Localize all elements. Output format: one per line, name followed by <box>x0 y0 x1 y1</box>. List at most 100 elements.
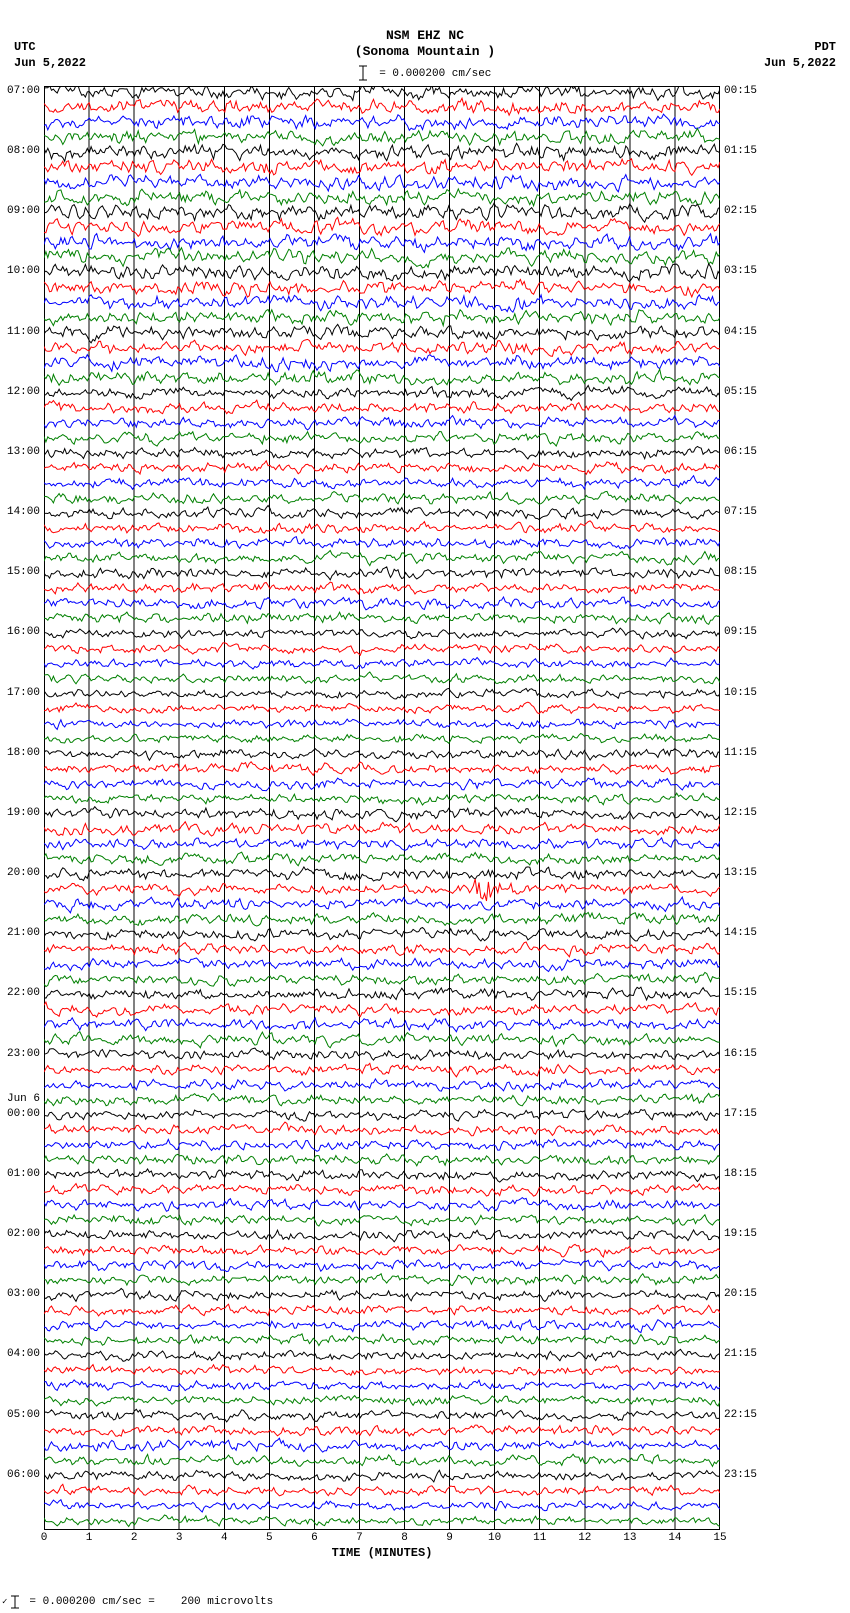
seismic-trace <box>44 1184 720 1197</box>
seismic-trace <box>44 1484 720 1496</box>
seismic-trace <box>44 1500 720 1512</box>
utc-hour-label: 06:00 <box>7 1469 44 1481</box>
seismic-trace <box>44 143 720 161</box>
utc-hour-label: 23:00 <box>7 1048 44 1060</box>
seismic-trace <box>44 612 720 624</box>
seismic-trace <box>44 1244 720 1257</box>
seismic-trace <box>44 280 720 298</box>
pdt-date: Jun 5,2022 <box>764 56 836 72</box>
x-tick-label: 0 <box>41 1532 48 1544</box>
pdt-hour-label: 22:15 <box>720 1409 757 1421</box>
footer-text2: 200 microvolts <box>181 1596 273 1608</box>
seismic-trace <box>44 1032 720 1048</box>
utc-header: UTC Jun 5,2022 <box>14 40 86 71</box>
pdt-hour-label: 03:15 <box>720 265 757 277</box>
pdt-hour-label: 04:15 <box>720 326 757 338</box>
x-tick-label: 6 <box>311 1532 318 1544</box>
x-tick-label: 5 <box>266 1532 273 1544</box>
utc-hour-label: 00:00 <box>7 1108 44 1120</box>
seismic-trace <box>44 807 720 822</box>
utc-hour-label: 19:00 <box>7 807 44 819</box>
pdt-header: PDT Jun 5,2022 <box>764 40 836 71</box>
utc-hour-label: 13:00 <box>7 446 44 458</box>
seismic-trace <box>44 719 720 729</box>
utc-date: Jun 5,2022 <box>14 56 86 72</box>
tick-icon: ✓ <box>2 1597 7 1607</box>
seismic-trace <box>44 987 720 1000</box>
seismic-trace <box>44 551 720 566</box>
seismic-trace <box>44 98 720 115</box>
seismic-trace <box>44 1320 720 1333</box>
station-name: (Sonoma Mountain ) <box>0 44 850 60</box>
seismic-trace <box>44 879 720 901</box>
pdt-hour-label: 15:15 <box>720 987 757 999</box>
seismic-trace <box>44 521 720 534</box>
pdt-hour-label: 11:15 <box>720 747 757 759</box>
utc-hour-label: 12:00 <box>7 386 44 398</box>
seismic-trace <box>44 702 720 714</box>
seismic-trace <box>44 1169 720 1182</box>
x-tick-label: 3 <box>176 1532 183 1544</box>
x-tick-label: 14 <box>668 1532 681 1544</box>
seismic-trace <box>44 928 720 942</box>
pdt-hour-label: 10:15 <box>720 687 757 699</box>
seismic-trace <box>44 1230 720 1242</box>
title-block: NSM EHZ NC (Sonoma Mountain ) <box>0 28 850 59</box>
utc-hour-label: 20:00 <box>7 867 44 879</box>
seismic-trace <box>44 461 720 475</box>
seismic-trace <box>44 1048 720 1060</box>
helicorder-plot: 07:0000:1508:0001:1509:0002:1510:0003:15… <box>44 86 720 1530</box>
seismic-trace <box>44 628 720 639</box>
seismic-trace <box>44 432 720 447</box>
seismic-trace <box>44 762 720 776</box>
seismic-trace <box>44 324 720 343</box>
day-marker: Jun 6 <box>7 1093 44 1105</box>
seismic-trace <box>44 567 720 580</box>
seismic-trace <box>44 1288 720 1301</box>
scale-text: = 0.000200 cm/sec <box>379 68 491 80</box>
utc-hour-label: 11:00 <box>7 326 44 338</box>
seismic-trace <box>44 1215 720 1226</box>
seismic-trace <box>44 355 720 372</box>
footer-scale-bar-icon <box>11 1595 19 1609</box>
seismic-trace <box>44 537 720 549</box>
seismic-trace <box>44 1093 720 1105</box>
seismic-trace <box>44 203 720 222</box>
seismic-trace <box>44 972 720 986</box>
pdt-hour-label: 05:15 <box>720 386 757 398</box>
page: NSM EHZ NC (Sonoma Mountain ) = 0.000200… <box>0 0 850 1613</box>
utc-hour-label: 02:00 <box>7 1228 44 1240</box>
seismic-trace <box>44 1274 720 1286</box>
pdt-hour-label: 01:15 <box>720 145 757 157</box>
utc-hour-label: 07:00 <box>7 85 44 97</box>
seismic-trace <box>44 822 720 836</box>
pdt-hour-label: 23:15 <box>720 1469 757 1481</box>
x-tick-label: 1 <box>86 1532 93 1544</box>
x-tick-label: 2 <box>131 1532 138 1544</box>
x-tick-label: 13 <box>623 1532 636 1544</box>
header: NSM EHZ NC (Sonoma Mountain ) = 0.000200… <box>0 28 850 88</box>
x-tick-label: 10 <box>488 1532 501 1544</box>
pdt-label: PDT <box>764 40 836 56</box>
seismic-trace <box>44 1395 720 1406</box>
seismic-trace <box>44 942 720 957</box>
pdt-hour-label: 19:15 <box>720 1228 757 1240</box>
utc-hour-label: 17:00 <box>7 687 44 699</box>
seismic-trace <box>44 385 720 400</box>
footer-text1: = 0.000200 cm/sec = <box>29 1596 154 1608</box>
seismic-trace <box>44 1122 720 1136</box>
seismic-trace <box>44 310 720 326</box>
seismic-trace <box>44 1198 720 1212</box>
seismic-trace <box>44 369 720 385</box>
pdt-hour-label: 14:15 <box>720 927 757 939</box>
seismic-trace <box>44 491 720 504</box>
seismic-trace <box>44 476 720 490</box>
utc-hour-label: 09:00 <box>7 205 44 217</box>
seismic-trace <box>44 1334 720 1346</box>
seismic-trace <box>44 1454 720 1466</box>
seismic-trace <box>44 86 720 100</box>
seismic-trace <box>44 778 720 791</box>
utc-hour-label: 21:00 <box>7 927 44 939</box>
pdt-hour-label: 13:15 <box>720 867 757 879</box>
pdt-hour-label: 16:15 <box>720 1048 757 1060</box>
